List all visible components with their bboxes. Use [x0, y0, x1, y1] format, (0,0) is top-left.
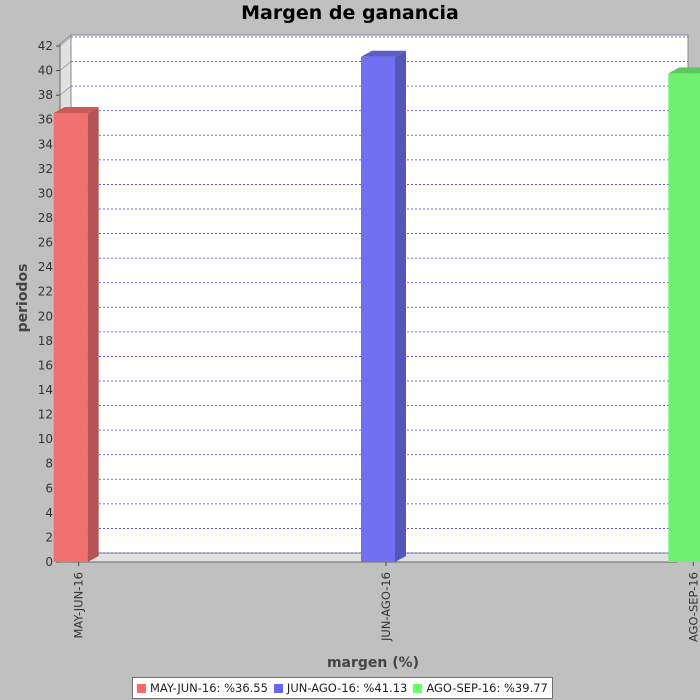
y-tick-label: 8	[45, 457, 53, 471]
y-tick-label: 28	[38, 211, 53, 225]
grid-line-wall	[59, 36, 72, 47]
y-tick-label: 36	[38, 113, 53, 127]
y-tick-label: 10	[38, 432, 53, 446]
y-tick-label: 18	[38, 334, 53, 348]
bar-may-jun-16	[53, 112, 88, 562]
y-axis-label: periodos	[15, 264, 31, 333]
grid-line-wall	[59, 61, 72, 71]
chart-title: Margen de ganancia	[241, 2, 459, 24]
legend-swatch-may-jun	[137, 683, 146, 693]
y-tick-label: 16	[38, 358, 53, 372]
y-tick-label: 14	[38, 383, 53, 397]
y-tick-label: 26	[38, 236, 53, 250]
y-tick-label: 38	[38, 88, 53, 102]
bar-ago-sep-16	[668, 73, 700, 562]
legend-label-ago-sep: AGO-SEP-16: %39.77	[426, 681, 548, 695]
legend-label-jun-ago: JUN-AGO-16: %41.13	[286, 681, 408, 695]
y-tick-label: 4	[45, 506, 53, 520]
x-tick-label-ago-sep-16: AGO-SEP-16	[686, 572, 700, 642]
y-tick-label: 34	[38, 137, 53, 151]
bar-jun-ago-16	[361, 56, 395, 563]
bar-side-jun-ago-16	[395, 50, 406, 563]
legend-item-may-jun: MAY-JUN-16: %36.55	[137, 681, 268, 695]
bar-side-may-jun-16	[87, 106, 99, 562]
y-tick-label: 30	[38, 186, 53, 200]
grid-line-wall	[59, 85, 72, 96]
bar-top-may-jun-16	[53, 106, 99, 113]
legend-item-jun-ago: JUN-AGO-16: %41.13	[273, 681, 408, 695]
legend-swatch-ago-sep	[413, 683, 423, 693]
y-tick-label: 42	[38, 39, 53, 53]
x-axis-label: margen (%)	[327, 655, 419, 671]
y-tick-label: 6	[45, 481, 53, 495]
legend-swatch-jun-ago	[273, 683, 283, 693]
y-tick-label: 12	[38, 408, 53, 422]
y-tick-label: 24	[38, 260, 53, 274]
x-tick-label-jun-ago-16: JUN-AGO-16	[379, 572, 393, 642]
y-tick-label: 2	[45, 530, 53, 544]
bar-top-jun-ago-16	[361, 50, 406, 57]
bar-top-ago-sep-16	[668, 67, 700, 74]
y-tick-label: 0	[45, 555, 53, 569]
legend-label-may-jun: MAY-JUN-16: %36.55	[150, 681, 268, 695]
y-tick-label: 32	[38, 162, 53, 176]
y-tick-label: 20	[38, 309, 53, 323]
legend-item-ago-sep: AGO-SEP-16: %39.77	[413, 681, 548, 695]
y-tick-label: 40	[38, 64, 53, 78]
y-tick-label: 22	[38, 285, 53, 299]
x-tick-label-may-jun-16: MAY-JUN-16	[72, 572, 86, 639]
legend: MAY-JUN-16: %36.55 JUN-AGO-16: %41.13 AG…	[132, 677, 553, 699]
